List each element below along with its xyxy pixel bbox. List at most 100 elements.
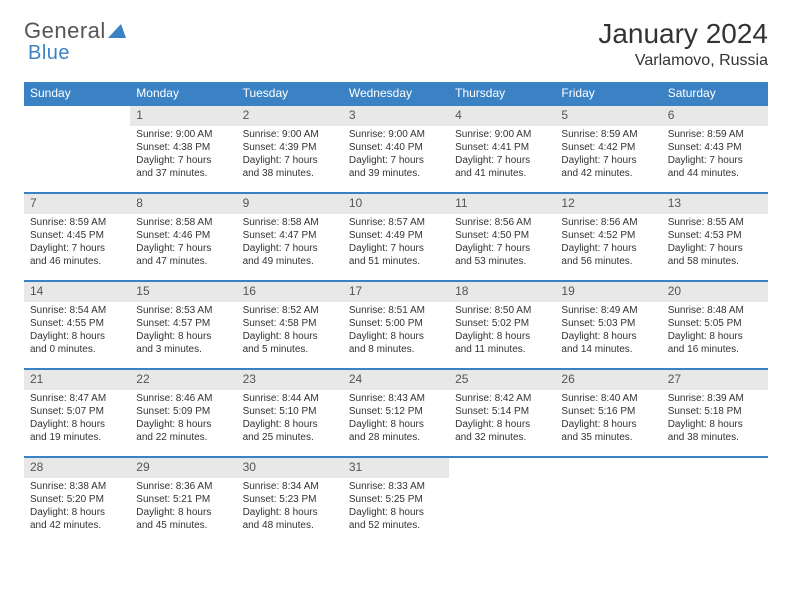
- day-cell: 16Sunrise: 8:52 AMSunset: 4:58 PMDayligh…: [237, 281, 343, 369]
- day-number: 6: [662, 106, 768, 126]
- day-cell: 23Sunrise: 8:44 AMSunset: 5:10 PMDayligh…: [237, 369, 343, 457]
- day-info-line: Sunrise: 8:34 AM: [243, 480, 337, 493]
- day-cell: [555, 457, 661, 545]
- day-info-line: Sunrise: 8:59 AM: [30, 216, 124, 229]
- day-info-line: and 46 minutes.: [30, 255, 124, 268]
- day-info-line: Daylight: 8 hours: [561, 418, 655, 431]
- week-row: 14Sunrise: 8:54 AMSunset: 4:55 PMDayligh…: [24, 281, 768, 369]
- day-info: Sunrise: 8:58 AMSunset: 4:47 PMDaylight:…: [237, 216, 343, 272]
- weekday-header: Wednesday: [343, 82, 449, 105]
- day-number: 15: [130, 282, 236, 302]
- day-number: 2: [237, 106, 343, 126]
- day-info-line: Sunset: 5:12 PM: [349, 405, 443, 418]
- day-info-line: Daylight: 8 hours: [455, 330, 549, 343]
- day-info-line: and 35 minutes.: [561, 431, 655, 444]
- day-number: 29: [130, 458, 236, 478]
- day-cell: [24, 105, 130, 193]
- calendar-table: Sunday Monday Tuesday Wednesday Thursday…: [24, 82, 768, 545]
- day-info: Sunrise: 8:56 AMSunset: 4:52 PMDaylight:…: [555, 216, 661, 272]
- day-info-line: Sunset: 4:52 PM: [561, 229, 655, 242]
- day-info-line: Daylight: 7 hours: [668, 242, 762, 255]
- day-info-line: Sunrise: 8:58 AM: [136, 216, 230, 229]
- day-info: Sunrise: 8:57 AMSunset: 4:49 PMDaylight:…: [343, 216, 449, 272]
- day-info-line: Daylight: 7 hours: [243, 154, 337, 167]
- day-cell: 24Sunrise: 8:43 AMSunset: 5:12 PMDayligh…: [343, 369, 449, 457]
- day-info-line: Sunset: 5:02 PM: [455, 317, 549, 330]
- day-info-line: Sunrise: 8:56 AM: [455, 216, 549, 229]
- week-row: 28Sunrise: 8:38 AMSunset: 5:20 PMDayligh…: [24, 457, 768, 545]
- day-info-line: Sunset: 4:57 PM: [136, 317, 230, 330]
- day-info-line: Daylight: 7 hours: [455, 242, 549, 255]
- day-info-line: and 3 minutes.: [136, 343, 230, 356]
- day-cell: 2Sunrise: 9:00 AMSunset: 4:39 PMDaylight…: [237, 105, 343, 193]
- day-info-line: Sunset: 4:53 PM: [668, 229, 762, 242]
- day-info-line: and 42 minutes.: [561, 167, 655, 180]
- day-info: Sunrise: 9:00 AMSunset: 4:39 PMDaylight:…: [237, 128, 343, 184]
- day-cell: 7Sunrise: 8:59 AMSunset: 4:45 PMDaylight…: [24, 193, 130, 281]
- day-info-line: and 39 minutes.: [349, 167, 443, 180]
- week-row: 21Sunrise: 8:47 AMSunset: 5:07 PMDayligh…: [24, 369, 768, 457]
- day-info: Sunrise: 8:36 AMSunset: 5:21 PMDaylight:…: [130, 480, 236, 536]
- day-number: 10: [343, 194, 449, 214]
- day-info-line: Sunset: 4:50 PM: [455, 229, 549, 242]
- day-cell: 5Sunrise: 8:59 AMSunset: 4:42 PMDaylight…: [555, 105, 661, 193]
- day-info-line: Daylight: 8 hours: [136, 418, 230, 431]
- day-info: Sunrise: 9:00 AMSunset: 4:40 PMDaylight:…: [343, 128, 449, 184]
- day-info: Sunrise: 8:44 AMSunset: 5:10 PMDaylight:…: [237, 392, 343, 448]
- day-info-line: Daylight: 8 hours: [349, 506, 443, 519]
- day-cell: [449, 457, 555, 545]
- day-info: Sunrise: 8:46 AMSunset: 5:09 PMDaylight:…: [130, 392, 236, 448]
- day-info: Sunrise: 8:38 AMSunset: 5:20 PMDaylight:…: [24, 480, 130, 536]
- day-info: Sunrise: 8:59 AMSunset: 4:45 PMDaylight:…: [24, 216, 130, 272]
- day-info-line: and 47 minutes.: [136, 255, 230, 268]
- day-info-line: and 44 minutes.: [668, 167, 762, 180]
- day-info-line: Sunset: 4:38 PM: [136, 141, 230, 154]
- day-info-line: Sunset: 4:42 PM: [561, 141, 655, 154]
- day-info-line: and 52 minutes.: [349, 519, 443, 532]
- day-info: Sunrise: 8:50 AMSunset: 5:02 PMDaylight:…: [449, 304, 555, 360]
- day-cell: 15Sunrise: 8:53 AMSunset: 4:57 PMDayligh…: [130, 281, 236, 369]
- logo-triangle-icon: [108, 24, 126, 38]
- day-info-line: Sunrise: 8:39 AM: [668, 392, 762, 405]
- day-cell: 10Sunrise: 8:57 AMSunset: 4:49 PMDayligh…: [343, 193, 449, 281]
- day-info-line: and 42 minutes.: [30, 519, 124, 532]
- week-row: 1Sunrise: 9:00 AMSunset: 4:38 PMDaylight…: [24, 105, 768, 193]
- day-info-line: Sunrise: 8:54 AM: [30, 304, 124, 317]
- weekday-header: Thursday: [449, 82, 555, 105]
- day-cell: 19Sunrise: 8:49 AMSunset: 5:03 PMDayligh…: [555, 281, 661, 369]
- day-info-line: Sunset: 4:49 PM: [349, 229, 443, 242]
- day-number: 28: [24, 458, 130, 478]
- week-row: 7Sunrise: 8:59 AMSunset: 4:45 PMDaylight…: [24, 193, 768, 281]
- day-number: 30: [237, 458, 343, 478]
- day-number: 26: [555, 370, 661, 390]
- weekday-header: Tuesday: [237, 82, 343, 105]
- day-info-line: and 0 minutes.: [30, 343, 124, 356]
- day-info-line: Daylight: 7 hours: [455, 154, 549, 167]
- day-info-line: and 53 minutes.: [455, 255, 549, 268]
- day-info: Sunrise: 9:00 AMSunset: 4:41 PMDaylight:…: [449, 128, 555, 184]
- day-info-line: Sunrise: 8:50 AM: [455, 304, 549, 317]
- day-info: Sunrise: 8:33 AMSunset: 5:25 PMDaylight:…: [343, 480, 449, 536]
- day-number: 25: [449, 370, 555, 390]
- calendar-body: 1Sunrise: 9:00 AMSunset: 4:38 PMDaylight…: [24, 105, 768, 545]
- day-info: Sunrise: 8:59 AMSunset: 4:42 PMDaylight:…: [555, 128, 661, 184]
- day-cell: 18Sunrise: 8:50 AMSunset: 5:02 PMDayligh…: [449, 281, 555, 369]
- day-info: Sunrise: 8:59 AMSunset: 4:43 PMDaylight:…: [662, 128, 768, 184]
- day-cell: 1Sunrise: 9:00 AMSunset: 4:38 PMDaylight…: [130, 105, 236, 193]
- day-info-line: and 32 minutes.: [455, 431, 549, 444]
- day-cell: 9Sunrise: 8:58 AMSunset: 4:47 PMDaylight…: [237, 193, 343, 281]
- day-info-line: Daylight: 7 hours: [668, 154, 762, 167]
- day-info-line: Sunset: 4:46 PM: [136, 229, 230, 242]
- day-info-line: and 14 minutes.: [561, 343, 655, 356]
- day-cell: 17Sunrise: 8:51 AMSunset: 5:00 PMDayligh…: [343, 281, 449, 369]
- weekday-header-row: Sunday Monday Tuesday Wednesday Thursday…: [24, 82, 768, 105]
- day-info-line: and 38 minutes.: [668, 431, 762, 444]
- day-number: 5: [555, 106, 661, 126]
- day-info-line: Sunrise: 9:00 AM: [243, 128, 337, 141]
- day-info-line: Sunset: 4:43 PM: [668, 141, 762, 154]
- day-info-line: Sunrise: 9:00 AM: [349, 128, 443, 141]
- weekday-header: Monday: [130, 82, 236, 105]
- day-info-line: Sunrise: 8:47 AM: [30, 392, 124, 405]
- day-info-line: Daylight: 7 hours: [561, 242, 655, 255]
- day-info: Sunrise: 8:54 AMSunset: 4:55 PMDaylight:…: [24, 304, 130, 360]
